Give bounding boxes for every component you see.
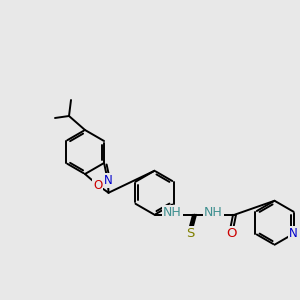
Text: N: N: [103, 174, 112, 187]
Text: N: N: [289, 227, 298, 240]
Text: NH: NH: [163, 206, 182, 219]
Text: O: O: [93, 178, 102, 192]
Text: NH: NH: [204, 206, 223, 219]
Text: O: O: [226, 227, 237, 240]
Text: S: S: [186, 227, 195, 240]
